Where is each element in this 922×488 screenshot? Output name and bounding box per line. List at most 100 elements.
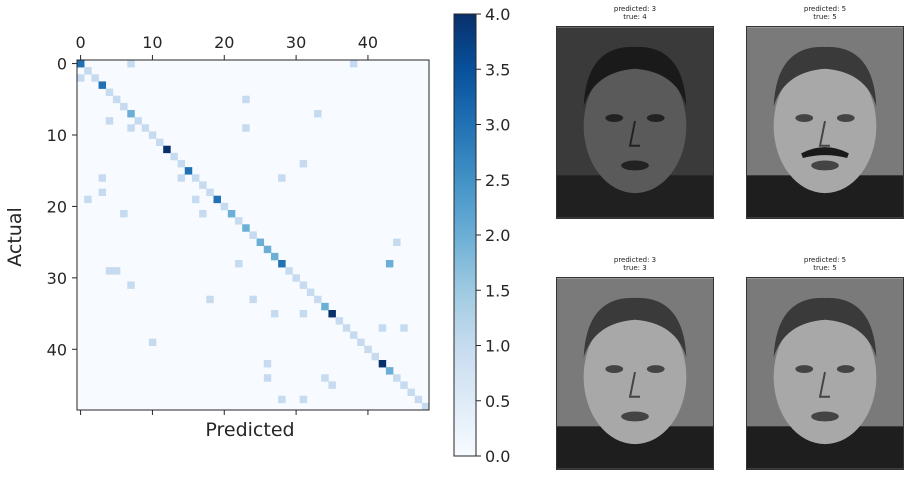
x-tick-label: 30 xyxy=(286,33,306,52)
colorbar-tick-label: 0.5 xyxy=(485,392,510,411)
heatmap-cell xyxy=(299,160,308,168)
heatmap-cell xyxy=(206,295,214,304)
heatmap-cell xyxy=(328,381,336,389)
heatmap-cell xyxy=(98,188,107,197)
heatmap-cell xyxy=(321,374,329,382)
heatmap-cell xyxy=(349,60,358,68)
heatmap-cell xyxy=(148,131,157,139)
face-true-label: true: 3 xyxy=(623,264,647,272)
heatmap-cell xyxy=(127,281,135,289)
heatmap-cell xyxy=(278,260,286,268)
face-true-label: true: 5 xyxy=(813,264,837,272)
y-axis-label: Actual xyxy=(4,207,26,267)
heatmap-cell xyxy=(127,124,135,132)
face-predicted-label: predicted: 5 xyxy=(803,5,847,13)
heatmap-cell xyxy=(285,267,293,275)
face-caption: predicted: 5 true: 5 xyxy=(745,256,905,272)
heatmap-cell xyxy=(206,188,214,197)
colorbar-tick-label: 0.0 xyxy=(485,447,510,466)
heatmap-cell xyxy=(393,238,401,247)
heatmap-cell xyxy=(177,160,186,168)
face-true-label: true: 5 xyxy=(813,13,837,21)
heatmap-cell xyxy=(127,110,135,118)
face-thumbnail xyxy=(746,26,904,219)
heatmap-cell xyxy=(299,281,308,289)
y-tick-label: 10 xyxy=(47,126,67,145)
heatmap-cell xyxy=(177,174,186,182)
heatmap-cell xyxy=(120,210,128,218)
heatmap-cell xyxy=(270,310,279,318)
heatmap-cell xyxy=(105,117,114,125)
heatmap-cell xyxy=(170,152,178,161)
y-tick-label: 30 xyxy=(47,269,67,288)
heatmap-cell xyxy=(357,338,365,347)
heatmap-cell xyxy=(414,395,423,404)
heatmap-cell xyxy=(263,360,272,368)
heatmap-cell xyxy=(342,324,351,332)
heatmap-cell xyxy=(385,260,394,268)
heatmap-cell xyxy=(134,117,142,125)
face-predicted-label: predicted: 3 xyxy=(613,5,657,13)
colorbar xyxy=(453,13,477,457)
x-axis-label: Predicted xyxy=(205,419,294,441)
heatmap-cell xyxy=(314,295,322,304)
heatmap-cell xyxy=(278,174,286,182)
x-tick-label: 10 xyxy=(142,33,162,52)
y-tick-label: 0 xyxy=(57,55,67,74)
heatmap-cell xyxy=(263,245,272,254)
heatmap-cell xyxy=(105,267,114,275)
face-caption: predicted: 3 true: 3 xyxy=(555,256,715,272)
y-axis-ticks: 0 10 20 30 40 xyxy=(47,55,77,359)
heatmap-cell xyxy=(84,67,92,75)
heatmap-cell xyxy=(105,88,114,97)
heatmap-cell xyxy=(256,238,265,247)
x-axis-ticks: 0 10 20 30 40 xyxy=(75,33,378,415)
heatmap-cell xyxy=(400,381,408,389)
heatmap-cell xyxy=(77,60,85,68)
heatmap-cell xyxy=(292,274,300,282)
heatmap-cell xyxy=(235,260,243,268)
face-thumbnail xyxy=(556,26,714,219)
heatmap-cell xyxy=(84,195,92,204)
y-tick-label: 40 xyxy=(47,340,67,359)
face-thumbnail xyxy=(746,277,904,470)
heatmap-cell xyxy=(385,367,394,375)
colorbar-tick-label: 2.0 xyxy=(485,226,510,245)
heatmap-frame xyxy=(76,59,430,411)
heatmap-cell xyxy=(400,324,408,332)
heatmap-cell xyxy=(321,302,329,311)
colorbar-tick-label: 3.0 xyxy=(485,116,510,135)
colorbar-tick-label: 1.0 xyxy=(485,337,510,356)
heatmap-cell xyxy=(407,388,415,397)
heatmap-cell xyxy=(199,181,207,189)
heatmap-cell xyxy=(112,267,121,275)
colorbar-tick-label: 3.5 xyxy=(485,60,510,79)
heatmap-cell xyxy=(278,395,286,404)
colorbar-tick-label: 4.0 xyxy=(485,5,510,24)
heatmap-cell xyxy=(335,317,344,325)
heatmap-cell xyxy=(227,210,236,218)
x-tick-label: 40 xyxy=(358,33,378,52)
heatmap-cell xyxy=(242,224,250,232)
heatmap-cell xyxy=(364,345,372,354)
heatmap-cell xyxy=(328,310,336,318)
confusion-matrix-heatmap xyxy=(77,60,430,411)
face-true-label: true: 4 xyxy=(623,13,647,21)
heatmap-cell xyxy=(242,124,250,132)
colorbar-tick-label: 2.5 xyxy=(485,171,510,190)
heatmap-cell xyxy=(393,374,401,382)
heatmap-cell xyxy=(421,402,430,411)
heatmap-cell xyxy=(371,352,380,361)
face-predicted-label: predicted: 3 xyxy=(613,256,657,264)
heatmap-cell xyxy=(127,60,135,68)
heatmap-cell xyxy=(199,210,207,218)
heatmap-cell xyxy=(191,174,200,182)
heatmap-cell xyxy=(299,395,308,404)
heatmap-cell xyxy=(249,231,257,239)
y-tick-label: 20 xyxy=(47,197,67,216)
heatmap-cell xyxy=(148,338,157,347)
colorbar-ticks: 0.0 0.5 1.0 1.5 2.0 2.5 3.0 3.5 4.0 xyxy=(476,5,510,466)
heatmap-cell xyxy=(263,374,272,382)
heatmap-cell xyxy=(163,145,171,154)
face-caption: predicted: 5 true: 5 xyxy=(745,5,905,21)
